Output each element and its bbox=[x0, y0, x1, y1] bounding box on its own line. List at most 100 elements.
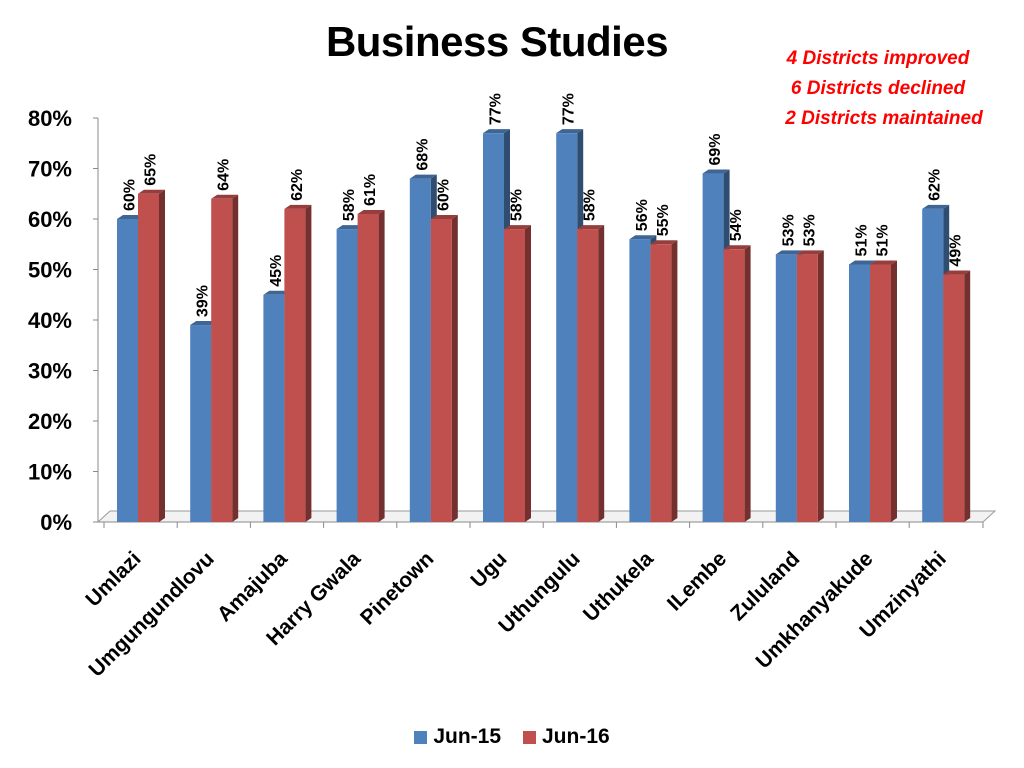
y-tick-label: 70% bbox=[28, 157, 72, 182]
bar-top bbox=[629, 235, 657, 240]
bar-top bbox=[723, 245, 751, 250]
bar-1 bbox=[775, 254, 797, 522]
bar-1 bbox=[336, 229, 358, 522]
legend: Jun-15 Jun-16 bbox=[0, 725, 1024, 749]
data-label: 51% bbox=[875, 224, 892, 256]
bar-1 bbox=[409, 178, 431, 522]
bar-top bbox=[556, 129, 584, 134]
data-label: 53% bbox=[801, 214, 818, 246]
bar-top bbox=[796, 250, 824, 255]
legend-swatch-series-1 bbox=[414, 730, 428, 744]
bar-side bbox=[378, 209, 385, 522]
bar-top bbox=[190, 321, 218, 326]
bar-top bbox=[336, 225, 364, 230]
bar-side bbox=[891, 260, 897, 522]
bar-top bbox=[430, 215, 458, 219]
x-tick-label: Ugu bbox=[466, 547, 511, 592]
bar-side bbox=[744, 245, 751, 523]
bar-1 bbox=[922, 208, 944, 522]
bar-chart: 0%10%20%30%40%50%60%70%80%60%65%Umlazi39… bbox=[28, 93, 997, 681]
bar-2 bbox=[943, 274, 965, 522]
data-label: 54% bbox=[728, 209, 745, 241]
bar-top bbox=[702, 169, 730, 174]
data-label: 65% bbox=[143, 154, 160, 186]
legend-item-series-2: Jun-16 bbox=[523, 725, 610, 749]
data-label: 56% bbox=[634, 199, 651, 231]
data-label: 64% bbox=[216, 159, 233, 191]
chart-title: Business Studies bbox=[325, 18, 669, 65]
bar-side bbox=[451, 215, 458, 522]
annotation-maintained: 2 Districts maintained bbox=[785, 108, 983, 129]
y-tick-label: 40% bbox=[28, 308, 72, 333]
y-tick-label: 0% bbox=[40, 510, 72, 535]
x-tick-label: Amajuba bbox=[213, 547, 292, 626]
data-label: 49% bbox=[948, 235, 965, 267]
bar-side bbox=[305, 204, 312, 522]
bar-side bbox=[232, 194, 239, 523]
y-tick-label: 60% bbox=[28, 207, 72, 232]
y-tick-label: 50% bbox=[28, 258, 72, 283]
data-label: 53% bbox=[780, 214, 797, 246]
data-label: 62% bbox=[289, 169, 306, 201]
bar-top bbox=[263, 290, 291, 295]
data-label: 60% bbox=[435, 179, 452, 211]
data-label: 55% bbox=[655, 204, 672, 236]
bar-1 bbox=[483, 133, 504, 522]
bar-2 bbox=[430, 219, 452, 522]
bar-2 bbox=[577, 229, 599, 522]
bar-2 bbox=[357, 213, 379, 522]
bar-2 bbox=[796, 254, 818, 522]
legend-item-series-1: Jun-15 bbox=[414, 725, 501, 749]
data-label: 61% bbox=[362, 174, 379, 206]
data-label: 60% bbox=[122, 179, 139, 211]
annotation-declined: 6 Districts declined bbox=[790, 78, 966, 99]
bar-top bbox=[409, 174, 437, 179]
bar-top bbox=[849, 260, 876, 265]
x-tick-label: Zululand bbox=[726, 547, 804, 625]
bar-2 bbox=[723, 249, 745, 523]
y-tick-label: 80% bbox=[28, 106, 72, 131]
data-label: 45% bbox=[268, 255, 285, 287]
bar-top bbox=[650, 240, 678, 245]
bar-top bbox=[922, 204, 950, 209]
x-tick-label: ILembe bbox=[663, 547, 731, 615]
annotation-improved: 4 Districts improved bbox=[786, 48, 970, 69]
bar-top bbox=[211, 194, 239, 199]
bar-top bbox=[357, 209, 385, 214]
data-label: 58% bbox=[341, 189, 358, 221]
bar-side bbox=[598, 225, 605, 522]
x-tick-label: Uthukela bbox=[579, 547, 658, 626]
bar-top bbox=[138, 189, 165, 194]
annotation-box: 4 Districts improved 6 Districts decline… bbox=[748, 44, 1008, 134]
data-label: 51% bbox=[854, 224, 871, 256]
data-label: 69% bbox=[707, 134, 724, 166]
bar-2 bbox=[504, 229, 525, 522]
x-tick-label: Umgungundlovu bbox=[85, 547, 219, 681]
bar-2 bbox=[650, 244, 672, 522]
bar-top bbox=[870, 260, 897, 265]
bar-side bbox=[671, 240, 678, 522]
data-label: 39% bbox=[195, 285, 212, 317]
bar-top bbox=[117, 215, 144, 219]
bar-1 bbox=[629, 239, 651, 522]
bar-top bbox=[504, 225, 531, 230]
data-label: 77% bbox=[561, 93, 578, 125]
bar-1 bbox=[117, 219, 138, 522]
bar-top bbox=[483, 129, 510, 134]
y-tick-label: 10% bbox=[28, 460, 72, 485]
y-tick-label: 30% bbox=[28, 359, 72, 384]
bar-top bbox=[284, 204, 312, 209]
bar-side bbox=[525, 225, 531, 522]
bar-2 bbox=[211, 198, 233, 523]
legend-label-series-2: Jun-16 bbox=[542, 725, 610, 748]
x-tick-label: Pinetown bbox=[356, 547, 438, 629]
y-tick-label: 20% bbox=[28, 409, 72, 434]
bar-1 bbox=[190, 325, 212, 522]
legend-swatch-series-2 bbox=[523, 730, 536, 744]
data-label: 58% bbox=[582, 189, 599, 221]
bar-1 bbox=[849, 264, 870, 522]
bar-side bbox=[817, 250, 824, 522]
data-label: 77% bbox=[488, 93, 505, 125]
bar-1 bbox=[556, 133, 578, 522]
data-label: 68% bbox=[414, 139, 431, 171]
